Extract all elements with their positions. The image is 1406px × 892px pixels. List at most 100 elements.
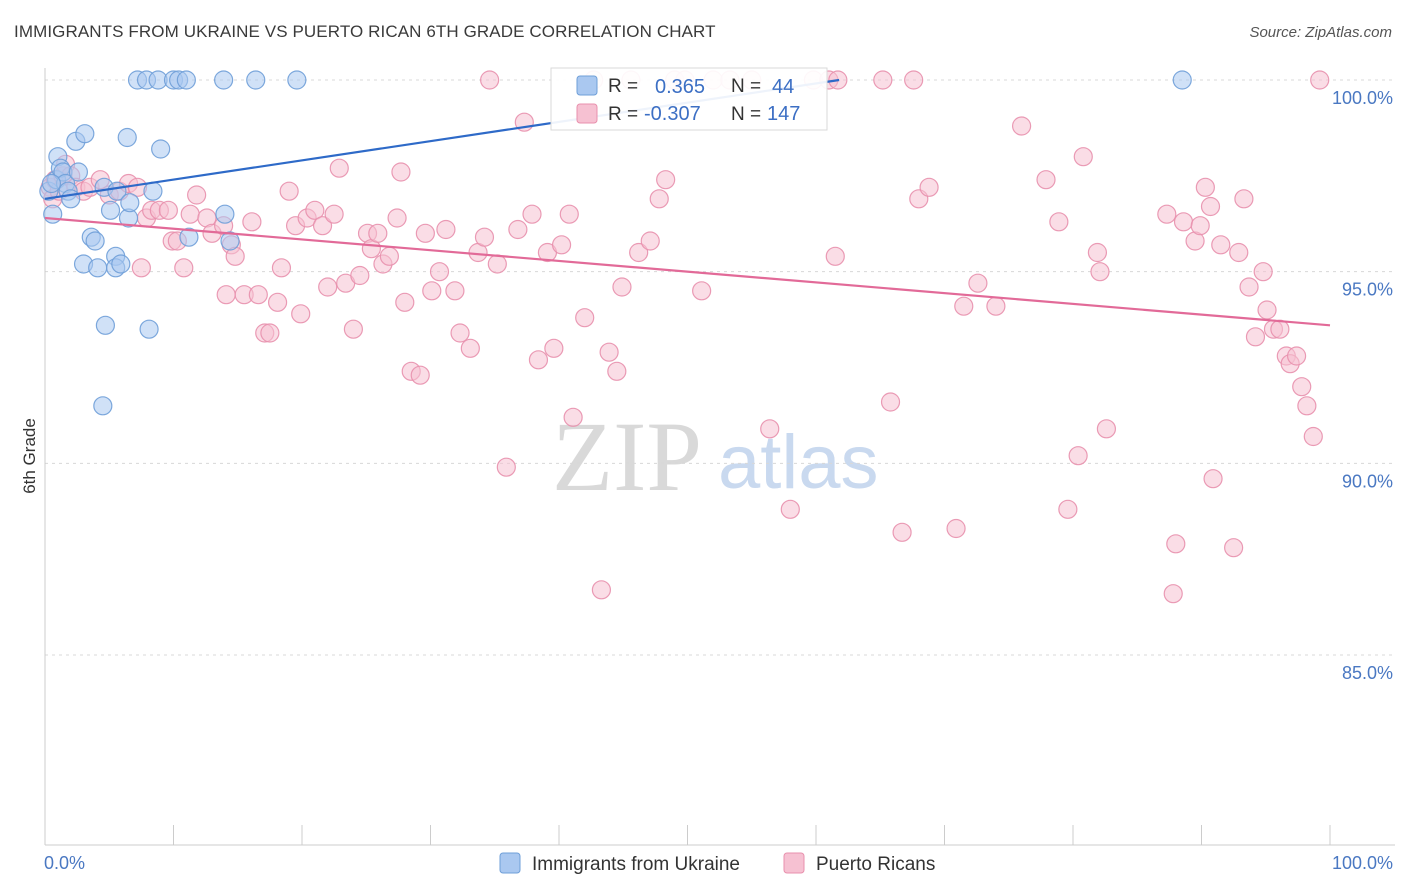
watermark: ZIP atlas [552, 401, 879, 512]
legend-swatch-ukraine [576, 75, 598, 96]
puerto-ricans-point [692, 281, 712, 301]
puerto-ricans-point [379, 246, 399, 266]
ukraine-point [143, 181, 163, 201]
puerto-ricans-point [649, 189, 669, 209]
puerto-ricans-point [656, 170, 676, 190]
ukraine-point [220, 231, 240, 251]
legend-r-value-puerto-ricans: -0.307 [644, 103, 701, 125]
puerto-ricans-point [1234, 189, 1254, 209]
puerto-ricans-point [1203, 469, 1223, 489]
legend-r-value-ukraine: 0.365 [655, 76, 705, 98]
watermark-atlas: atlas [718, 420, 879, 505]
puerto-ricans-point [1036, 170, 1056, 190]
puerto-ricans-point [387, 208, 407, 228]
puerto-ricans-point [305, 200, 325, 220]
puerto-ricans-point [422, 281, 442, 301]
puerto-ricans-point [612, 277, 632, 297]
ukraine-point [88, 258, 108, 278]
puerto-ricans-point [242, 212, 262, 232]
puerto-ricans-point [1257, 300, 1277, 320]
ukraine-point [176, 70, 196, 90]
puerto-ricans-point [559, 204, 579, 224]
legend-n-label-ukraine: N = [731, 76, 761, 97]
ukraine-point [139, 319, 159, 339]
series-legend-label-ukraine: Immigrants from Ukraine [532, 854, 740, 875]
gridlines [45, 79, 1395, 656]
puerto-ricans-point [279, 181, 299, 201]
puerto-ricans-point [1211, 235, 1231, 255]
puerto-ricans-point [528, 350, 549, 370]
ukraine-point [117, 127, 137, 148]
trend-line-puerto-ricans [44, 216, 1331, 327]
puerto-ricans-point [607, 361, 627, 381]
puerto-ricans-point [954, 296, 974, 316]
puerto-ricans-point [318, 277, 338, 297]
puerto-ricans-point [1157, 204, 1177, 224]
puerto-ricans-point [131, 258, 151, 278]
ukraine-point [61, 189, 81, 209]
source-credit: Source: ZipAtlas.com [1249, 24, 1392, 41]
chart-title: IMMIGRANTS FROM UKRAINE VS PUERTO RICAN … [14, 22, 716, 41]
puerto-ricans-point [1310, 70, 1330, 90]
puerto-ricans-point [180, 204, 200, 224]
puerto-ricans-point [904, 70, 924, 90]
puerto-ricans-point [216, 285, 236, 305]
y-axis-tick-labels: 100.0% 95.0% 90.0% 85.0% [1332, 88, 1393, 683]
puerto-ricans-point [892, 522, 912, 542]
puerto-ricans-point [496, 457, 516, 477]
puerto-ricans-point [1239, 277, 1259, 297]
puerto-ricans-point [368, 223, 388, 243]
legend-n-label-puerto-ricans: N = [731, 104, 761, 125]
puerto-ricans-point [1049, 212, 1069, 232]
puerto-ricans-point [460, 338, 480, 358]
puerto-ricans-point [780, 499, 800, 519]
puerto-ricans-point [1200, 196, 1221, 217]
y-tick-label-85: 85.0% [1342, 663, 1393, 683]
puerto-ricans-point [640, 231, 660, 251]
puerto-ricans-point [474, 227, 495, 247]
puerto-ricans-point [391, 162, 411, 182]
puerto-ricans-point [575, 308, 595, 328]
puerto-ricans-point [946, 518, 966, 539]
puerto-ricans-point [1068, 446, 1088, 466]
series-legend: Immigrants from Ukraine Puerto Ricans [499, 852, 935, 875]
puerto-ricans-point [267, 292, 288, 312]
ukraine-point [41, 173, 62, 194]
puerto-ricans-point [551, 235, 572, 255]
puerto-ricans-point [436, 219, 456, 240]
puerto-ricans-point [1229, 242, 1249, 263]
puerto-ricans-point [825, 246, 845, 266]
y-axis-label: 6th Grade [20, 418, 39, 494]
puerto-ricans-point [1303, 426, 1323, 447]
series-legend-label-puerto-ricans: Puerto Ricans [816, 854, 935, 875]
puerto-ricans-point [480, 70, 500, 90]
puerto-ricans-point [429, 262, 450, 282]
puerto-ricans-point [760, 419, 780, 439]
puerto-ricans-point [260, 323, 280, 343]
legend-r-label-puerto-ricans: R = [608, 104, 638, 125]
ukraine-point [85, 231, 105, 251]
puerto-ricans-point [968, 273, 988, 293]
puerto-ricans-point [1058, 499, 1078, 519]
ukraine-point [287, 70, 307, 90]
puerto-ricans-point [350, 265, 370, 286]
stats-legend: R = 0.365 N = 44 R = -0.307 N = 147 [550, 67, 828, 131]
puerto-ricans-point [1253, 262, 1273, 282]
puerto-ricans-point [324, 204, 344, 224]
puerto-ricans-point [880, 392, 901, 412]
puerto-ricans-points [40, 70, 1330, 604]
puerto-ricans-point [629, 242, 649, 263]
legend-swatch-puerto-ricans [576, 103, 598, 124]
legend-n-value-puerto-ricans: 147 [767, 103, 800, 125]
puerto-ricans-point [1297, 396, 1317, 416]
puerto-ricans-point [487, 254, 507, 274]
puerto-ricans-point [1224, 538, 1244, 558]
ukraine-point [100, 200, 121, 220]
x-axis-ticks [44, 825, 1331, 845]
puerto-ricans-point [248, 285, 268, 305]
series-legend-swatch-ukraine [499, 852, 521, 874]
puerto-ricans-point [329, 158, 349, 178]
puerto-ricans-point [445, 281, 465, 301]
puerto-ricans-point [1270, 319, 1290, 339]
